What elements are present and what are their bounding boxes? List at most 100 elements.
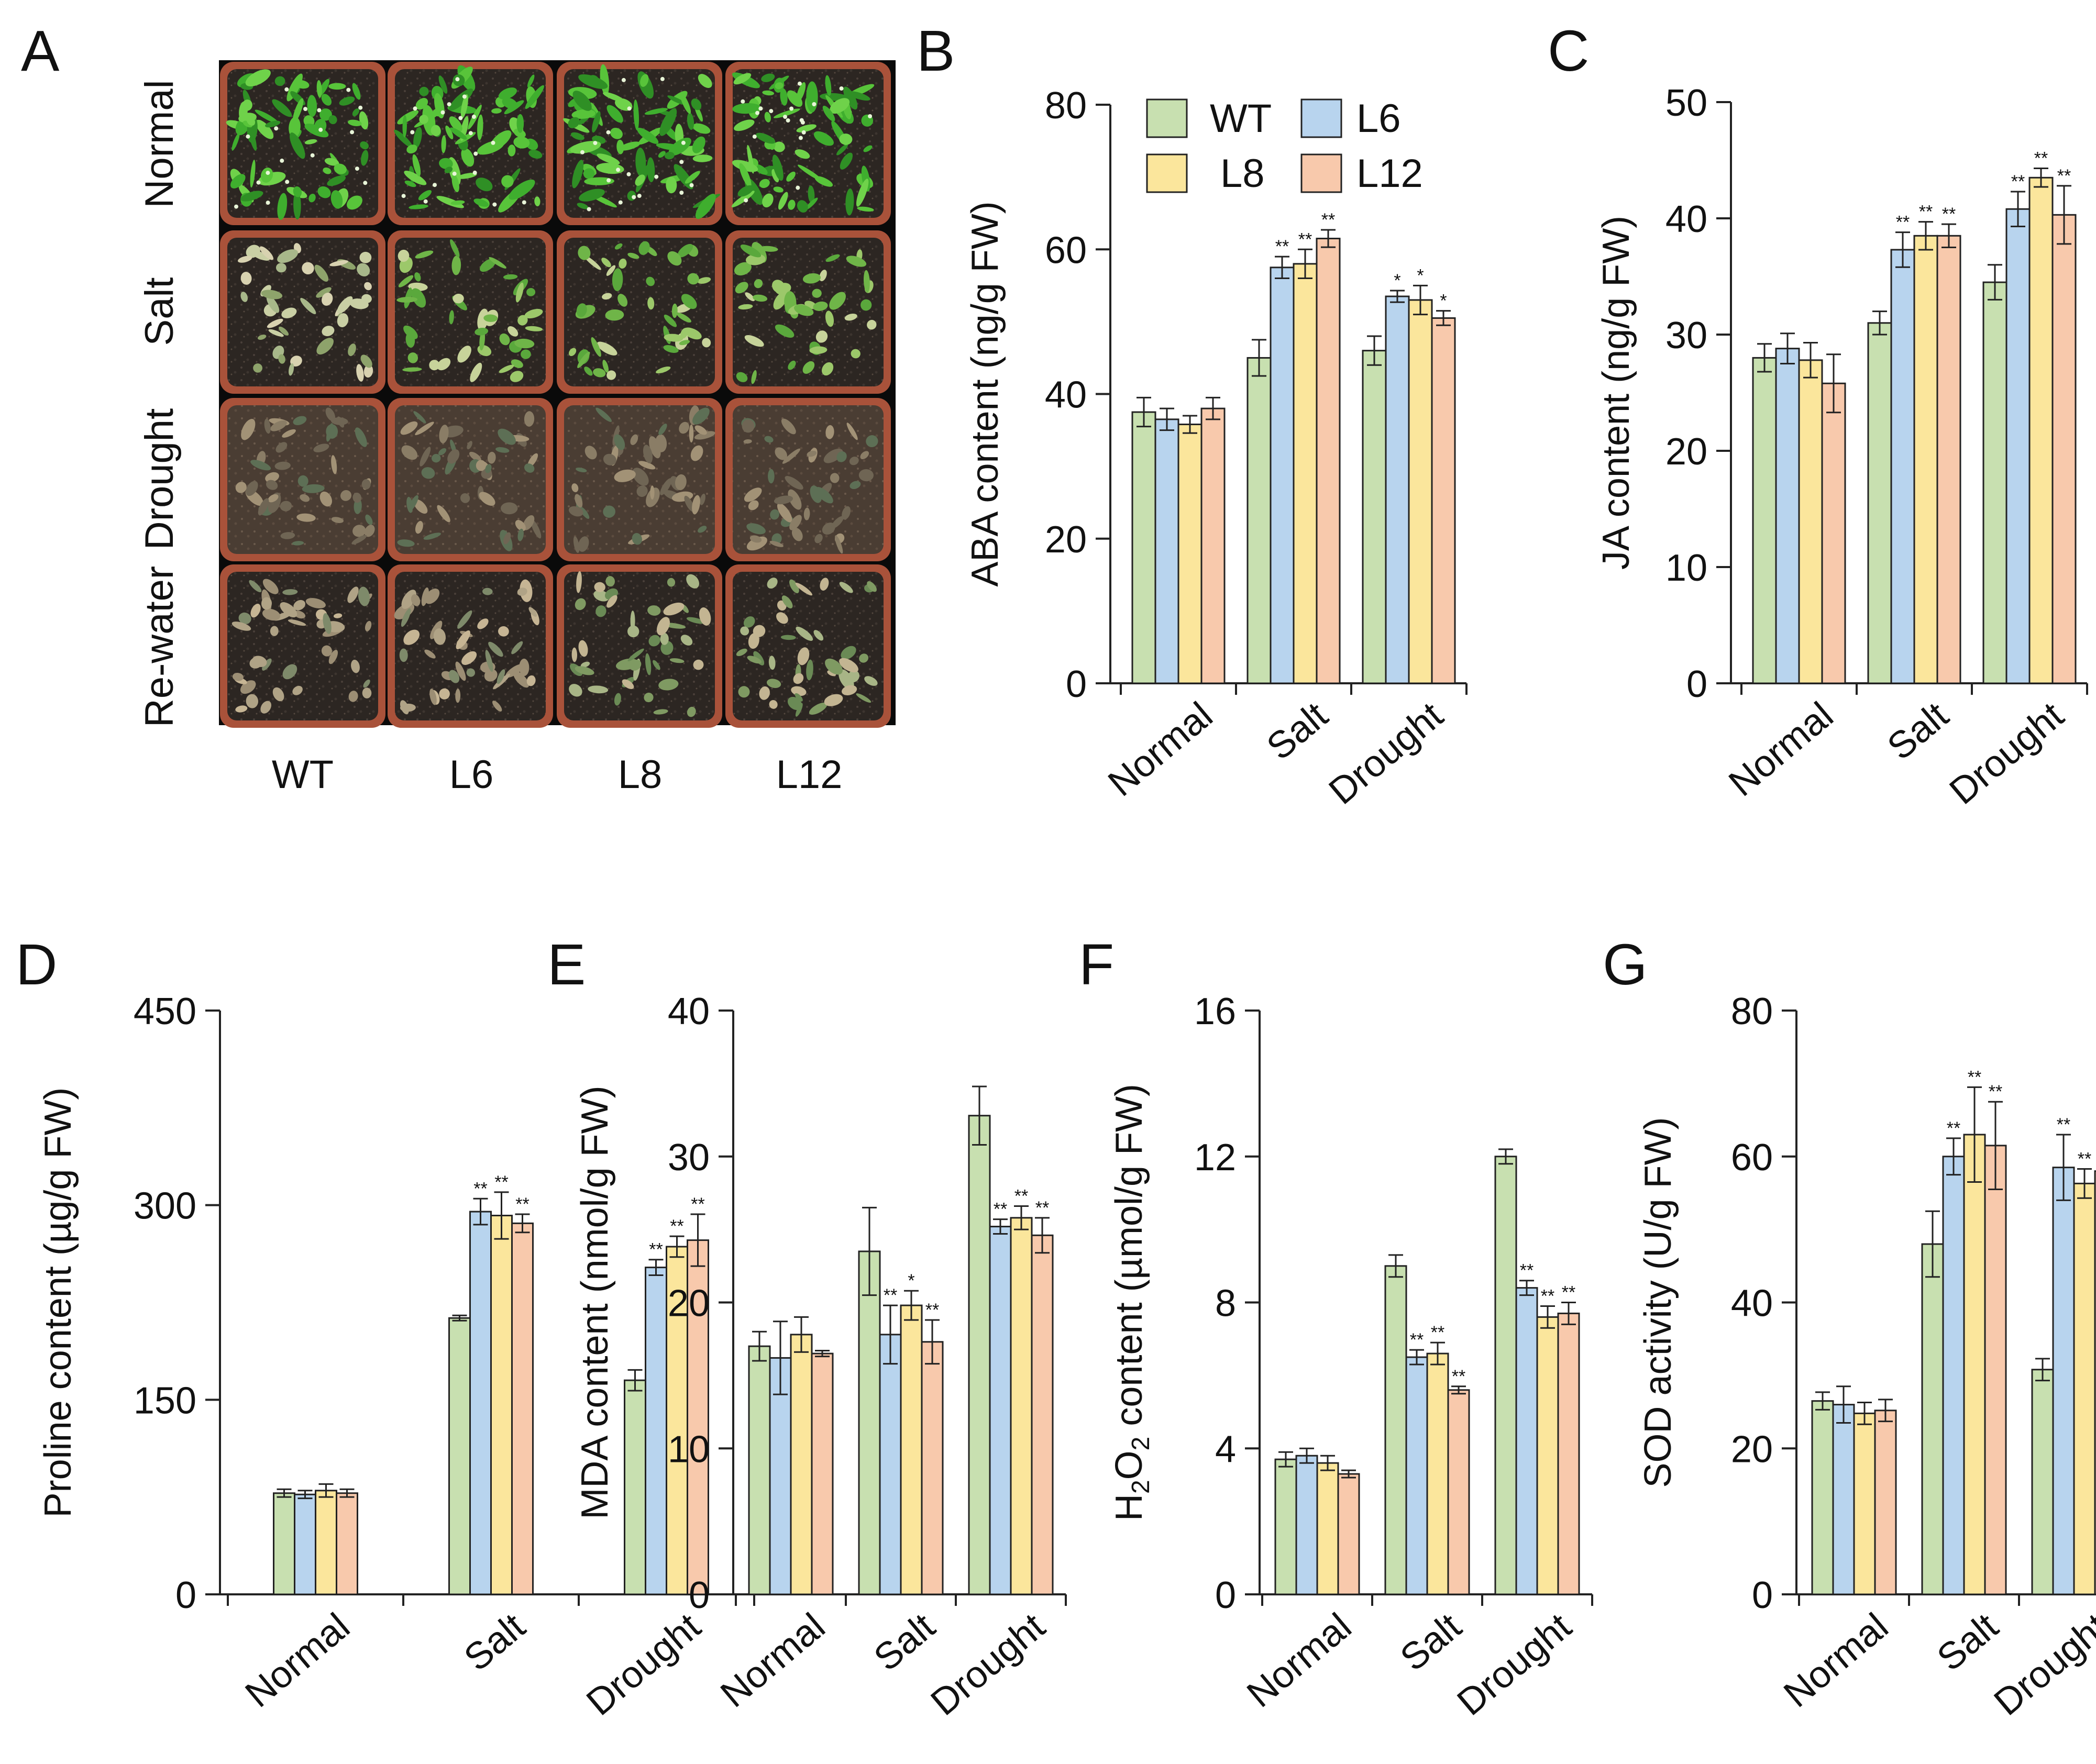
plant-leaf xyxy=(457,610,472,629)
legend-label-l8: L8 xyxy=(1220,151,1265,196)
plant-leaf xyxy=(290,132,305,159)
plant-leaf xyxy=(802,273,821,284)
y-tick-label: 50 xyxy=(1665,82,1707,124)
plant-leaf xyxy=(352,492,361,503)
plant-leaf xyxy=(578,640,588,657)
photo-col-label: L6 xyxy=(449,752,494,797)
plant-leaf xyxy=(419,86,429,96)
bar-l12-normal xyxy=(811,1352,834,1595)
plant-leaf xyxy=(797,647,810,665)
plant-leaf xyxy=(680,635,693,646)
plant-leaf xyxy=(767,578,778,589)
plant-leaf xyxy=(627,648,644,661)
plant-leaf xyxy=(361,479,371,490)
plant-leaf xyxy=(411,594,421,606)
plant-leaf xyxy=(840,152,853,170)
plant-flower xyxy=(358,105,363,110)
plant-flower xyxy=(654,174,659,179)
plant-flower xyxy=(246,134,250,139)
bar-l8-salt xyxy=(1293,263,1318,684)
plant-leaf xyxy=(753,294,768,302)
plant-leaf xyxy=(692,407,710,425)
plant-leaf xyxy=(326,423,334,442)
photo-col-labels: WT L6 L8 L12 xyxy=(272,752,842,797)
x-category-label: Normal xyxy=(713,1605,833,1715)
x-category-label: Normal xyxy=(1100,694,1220,804)
plant-leaf xyxy=(477,308,489,331)
plant-leaf xyxy=(255,119,274,139)
y-tick-label: 150 xyxy=(134,1380,196,1422)
plant-leaf xyxy=(656,617,670,636)
plant-leaf xyxy=(647,297,655,310)
plant-leaf xyxy=(401,590,416,609)
plant-leaf xyxy=(655,434,667,452)
plant-flower xyxy=(401,194,406,198)
plant-leaf xyxy=(844,313,857,321)
plant-leaf xyxy=(358,586,370,606)
plant-leaf xyxy=(231,622,251,631)
plant-leaf xyxy=(331,417,348,425)
plant-leaf xyxy=(568,506,583,517)
x-category-label: Drought xyxy=(1321,694,1451,813)
bar-l6-normal xyxy=(1154,418,1179,684)
plant-leaf xyxy=(595,407,612,422)
plant-leaf xyxy=(441,135,446,153)
plant-leaf xyxy=(681,294,697,309)
plant-leaf xyxy=(610,128,623,139)
plant-flower xyxy=(660,76,665,81)
plant-leaf xyxy=(450,239,460,258)
plant-leaf xyxy=(692,495,700,515)
bar-l6-drought xyxy=(1515,1287,1538,1595)
plant-leaf xyxy=(431,125,441,136)
plant-leaf xyxy=(314,119,327,134)
plant-leaf xyxy=(230,174,246,188)
bar-wt-drought xyxy=(1494,1156,1517,1595)
plant-leaf xyxy=(513,136,530,149)
plant-leaf xyxy=(419,115,428,124)
plant-leaf xyxy=(813,131,834,146)
plant-leaf xyxy=(614,434,625,450)
plant-leaf xyxy=(839,582,853,593)
plant-leaf xyxy=(754,279,763,289)
plant-leaf xyxy=(429,360,440,371)
bar-wt-drought xyxy=(1982,281,2007,684)
plant-leaf xyxy=(501,502,518,515)
plant-flower xyxy=(839,86,844,91)
plant-leaf xyxy=(258,498,269,516)
plant-leaf xyxy=(488,641,503,657)
legend-label-wt: WT xyxy=(1210,96,1272,141)
bar-l12-salt xyxy=(511,1222,534,1595)
significance-label: * xyxy=(1440,291,1447,311)
plant-leaf xyxy=(333,613,343,618)
plant-leaf xyxy=(437,358,451,371)
plant-leaf xyxy=(340,490,352,501)
plant-leaf xyxy=(677,243,693,258)
plant-leaf xyxy=(692,136,705,153)
plant-leaf xyxy=(756,132,776,144)
plant-leaf xyxy=(819,270,827,282)
plant-leaf xyxy=(633,99,639,130)
plant-leaf xyxy=(571,483,579,493)
plant-leaf xyxy=(753,625,766,637)
significance-label: ** xyxy=(1014,1186,1028,1206)
plant-leaf xyxy=(319,491,332,507)
y-tick-label: 40 xyxy=(1045,374,1087,416)
plant-leaf xyxy=(849,457,859,465)
plant-leaf xyxy=(262,579,279,594)
significance-label: ** xyxy=(1541,1286,1554,1306)
plant-leaf xyxy=(759,179,770,188)
plant-leaf xyxy=(328,83,346,90)
plant-leaf xyxy=(769,700,778,709)
plant-leaf xyxy=(280,602,297,618)
plant-leaf xyxy=(694,431,715,440)
plant-leaf xyxy=(605,309,624,321)
bar-l8-drought xyxy=(1010,1217,1033,1595)
plant-leaf xyxy=(491,108,502,114)
plant-flower xyxy=(433,183,437,187)
plant-flower xyxy=(274,126,279,131)
plant-leaf xyxy=(583,255,601,270)
plant-leaf xyxy=(576,303,587,317)
significance-label: ** xyxy=(691,1194,704,1214)
plant-leaf xyxy=(444,167,453,173)
